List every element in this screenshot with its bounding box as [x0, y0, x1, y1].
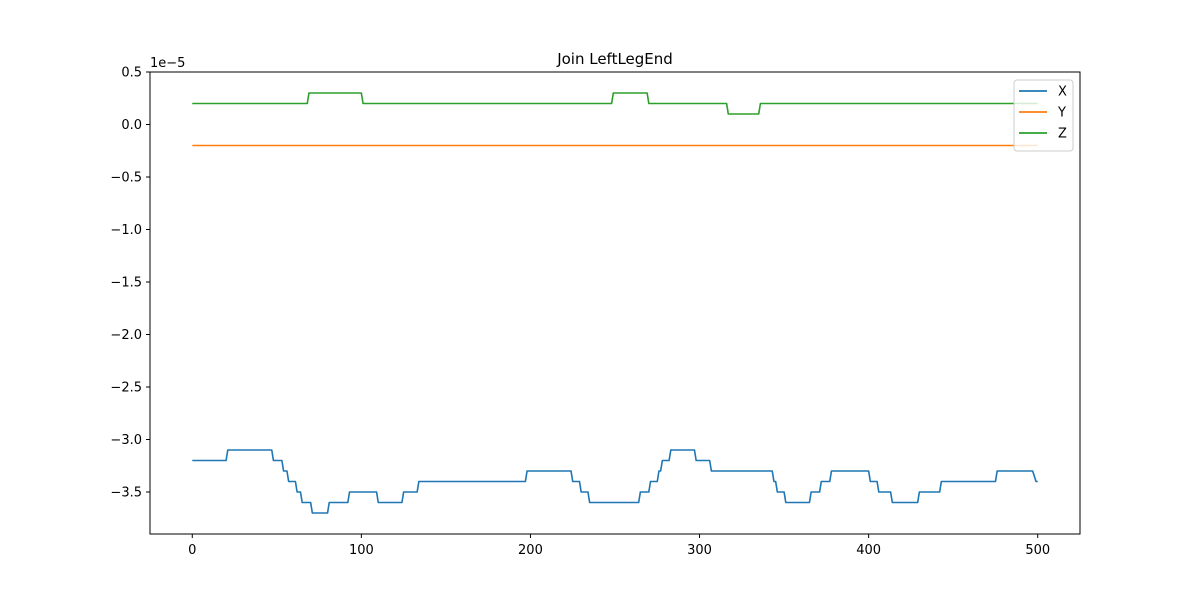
y-tick-label: −3.0	[110, 433, 142, 448]
x-tick-label: 300	[687, 543, 712, 558]
x-tick-label: 400	[856, 543, 881, 558]
x-tick-label: 0	[188, 543, 196, 558]
y-tick-label: 0.0	[121, 118, 142, 133]
y-tick-label: 0.5	[121, 66, 142, 81]
y-tick-label: −2.0	[110, 328, 142, 343]
legend-label-y: Y	[1057, 106, 1066, 121]
x-tick-label: 500	[1025, 543, 1050, 558]
x-tick-label: 200	[518, 543, 543, 558]
plot-frame	[149, 71, 1081, 535]
y-tick-label: −2.5	[110, 381, 142, 396]
y-tick-label: −1.0	[110, 223, 142, 238]
series-line-x	[192, 449, 1038, 514]
series-line-z	[192, 92, 1038, 115]
chart-title: Join LeftLegEnd	[556, 50, 673, 68]
y-tick-label: −3.5	[110, 486, 142, 501]
x-axis: 0 100 200 300 400 500	[188, 534, 1050, 558]
series-layer	[192, 92, 1038, 514]
legend: XYZ	[1013, 79, 1074, 152]
y-axis: 0.5 0.0 −0.5 −1.0 −1.5 −2.0 −2.5 −3.0 −3.5	[110, 66, 150, 501]
y-tick-label: −0.5	[110, 171, 142, 186]
legend-label-x: X	[1058, 85, 1067, 100]
legend-label-z: Z	[1058, 127, 1067, 142]
x-tick-label: 100	[349, 543, 374, 558]
y-tick-label: −1.5	[110, 276, 142, 291]
y-offset-label: 1e−5	[150, 56, 185, 71]
